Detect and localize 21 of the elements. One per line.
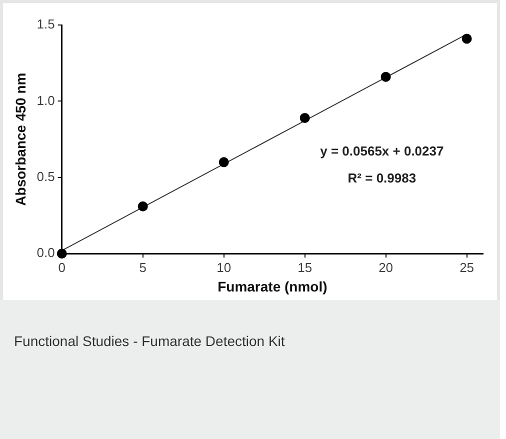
y-tick-label: 1.5 [36,16,55,32]
y-tick-label: 0.0 [36,245,55,260]
y-tick-label: 0.5 [36,168,55,184]
annotation: y = 0.0565x + 0.0237 [320,143,444,158]
x-axis-title: Fumarate (nmol) [218,278,328,294]
text: Functional Studies - Fumarate Detection Kit [14,332,286,351]
point [56,248,67,259]
point [300,112,310,123]
x-tick-label: 5 [139,260,146,275]
x-tick-label: 20 [378,260,394,275]
point [138,201,148,212]
y-tick-label: 1.0 [36,92,55,108]
point [380,72,391,82]
x-tick-label: 0 [58,260,66,275]
annotation: R² = 0.9983 [348,170,416,186]
x-tick-label: 10 [216,260,232,275]
point [462,34,472,44]
y-axis-title: Absorbance 450 nm [12,72,28,206]
x-tick-label: 25 [460,260,474,275]
point [218,157,229,168]
x-tick-label: 15 [298,260,312,275]
